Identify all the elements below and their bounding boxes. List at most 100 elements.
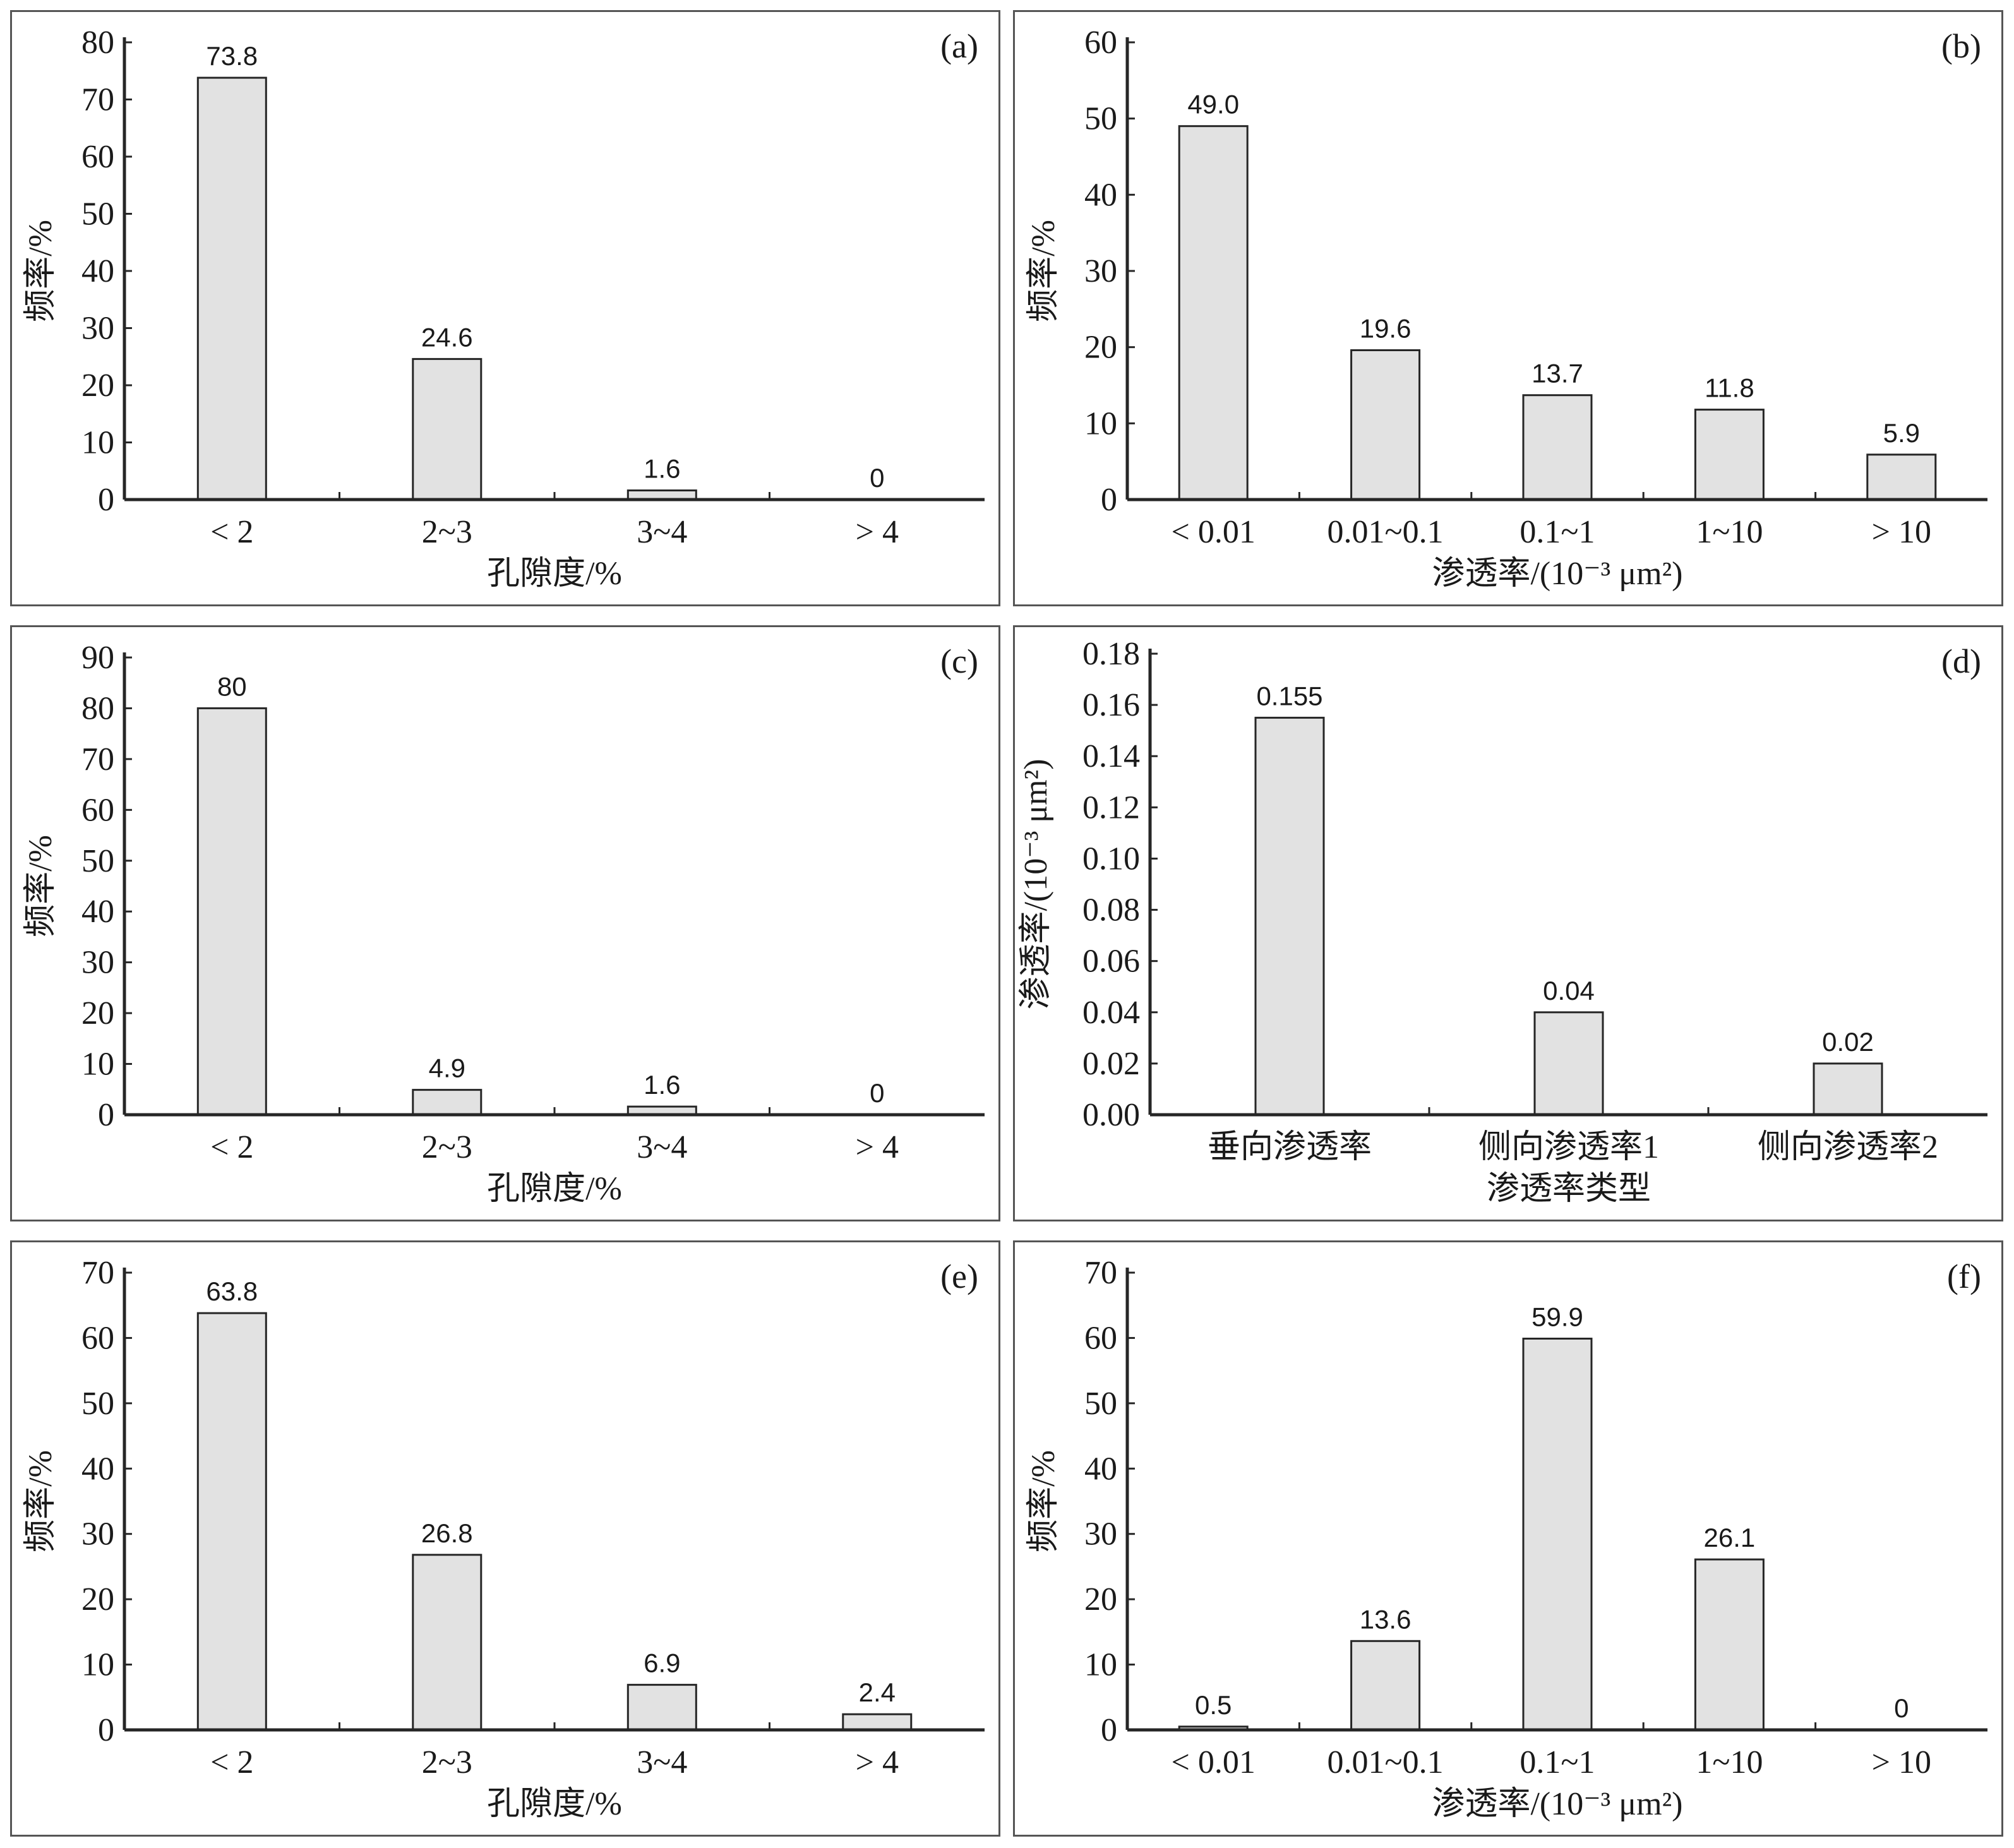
x-tick-label-f-1: 0.01~0.1 xyxy=(1328,1744,1444,1780)
y-tick-label-c-4: 40 xyxy=(81,894,114,930)
bar-c-1 xyxy=(412,1089,483,1116)
x-axis-title-f: 渗透率/(10⁻³ μm²) xyxy=(1432,1786,1682,1822)
y-tick-label-a-5: 50 xyxy=(81,196,114,232)
y-tick-label-a-3: 30 xyxy=(81,311,114,347)
y-tick-label-a-0: 0 xyxy=(98,482,114,518)
data-label-e-2: 6.9 xyxy=(644,1648,680,1678)
x-tick-label-d-1: 侧向渗透率1 xyxy=(1478,1129,1659,1165)
bar-e-2 xyxy=(626,1684,697,1731)
x-tick-label-e-3: > 4 xyxy=(856,1744,899,1780)
y-tick-label-f-4: 40 xyxy=(1084,1451,1117,1487)
x-tick-label-e-0: < 2 xyxy=(210,1744,253,1780)
chart-panel-d: 0.155 垂向渗透率 0.04 侧向渗透率1 0.02 侧向渗透率2 0.00 0.02 0.… xyxy=(1013,625,2003,1221)
data-label-b-4: 5.9 xyxy=(1883,418,1920,448)
y-tick-label-f-6: 60 xyxy=(1084,1320,1117,1356)
panel-label-e: (e) xyxy=(940,1257,978,1295)
bar-d-1 xyxy=(1533,1011,1604,1116)
y-tick-label-e-7: 70 xyxy=(81,1255,114,1291)
y-tick-label-b-1: 10 xyxy=(1084,405,1117,441)
panel-label-b: (b) xyxy=(1941,27,1981,65)
bar-c-0 xyxy=(196,707,267,1116)
x-tick-label-c-1: 2~3 xyxy=(422,1129,472,1165)
y-axis-title-e: 频率/% xyxy=(23,1450,59,1552)
x-tick-label-b-3: 1~10 xyxy=(1696,514,1763,550)
x-axis-title-b: 渗透率/(10⁻³ μm²) xyxy=(1432,556,1682,592)
x-axis-title-e: 孔隙度/% xyxy=(487,1786,622,1822)
x-tick-label-b-0: < 0.01 xyxy=(1172,514,1256,550)
x-tick-label-a-0: < 2 xyxy=(210,514,253,550)
x-tick-label-a-1: 2~3 xyxy=(422,514,472,550)
y-tick-label-a-4: 40 xyxy=(81,253,114,289)
chart-f-svg: 0.5 < 0.01 13.6 0.01~0.1 59.9 0.1~1 26.1 1~10 0 >… xyxy=(1026,1255,1987,1822)
x-tick-label-a-3: > 4 xyxy=(856,514,899,550)
y-tick-label-e-3: 30 xyxy=(81,1516,114,1552)
data-label-e-1: 26.8 xyxy=(421,1518,473,1548)
x-tick-label-c-0: < 2 xyxy=(210,1129,253,1165)
chart-panel-b: 49.0 < 0.01 19.6 0.01~0.1 13.7 0.1~1 11.8 1~10 5… xyxy=(1013,10,2003,606)
y-axis-title-c: 频率/% xyxy=(23,835,59,937)
bar-e-3 xyxy=(842,1713,913,1731)
y-tick-label-c-6: 60 xyxy=(81,792,114,828)
y-tick-label-a-8: 80 xyxy=(81,25,114,61)
data-label-f-4: 0 xyxy=(1894,1693,1909,1723)
y-tick-label-d-6: 0.12 xyxy=(1082,789,1140,825)
y-tick-label-c-8: 80 xyxy=(81,690,114,726)
chart-b-svg: 49.0 < 0.01 19.6 0.01~0.1 13.7 0.1~1 11.8 1~10 5… xyxy=(1026,25,1987,592)
y-axis-title-f: 频率/% xyxy=(1026,1450,1062,1552)
data-label-d-0: 0.155 xyxy=(1256,681,1322,711)
x-tick-label-d-0: 垂向渗透率 xyxy=(1208,1129,1372,1165)
y-tick-label-e-0: 0 xyxy=(98,1712,114,1748)
data-label-a-1: 24.6 xyxy=(421,322,473,352)
y-tick-label-e-5: 50 xyxy=(81,1386,114,1422)
x-axis-title-d: 渗透率类型 xyxy=(1487,1171,1651,1207)
y-tick-label-c-3: 30 xyxy=(81,945,114,981)
data-label-d-2: 0.02 xyxy=(1822,1027,1874,1057)
x-tick-label-f-0: < 0.01 xyxy=(1172,1744,1256,1780)
y-tick-label-b-5: 50 xyxy=(1084,101,1117,137)
bar-a-0 xyxy=(196,76,267,501)
x-tick-label-e-2: 3~4 xyxy=(637,1744,687,1780)
y-tick-label-f-3: 30 xyxy=(1084,1516,1117,1552)
data-label-b-2: 13.7 xyxy=(1531,359,1583,388)
y-axis-title-d: 渗透率/(10⁻³ μm²) xyxy=(1018,759,1054,1009)
y-tick-label-f-2: 20 xyxy=(1084,1581,1117,1617)
y-tick-label-c-5: 50 xyxy=(81,843,114,879)
data-label-c-3: 0 xyxy=(870,1078,884,1108)
x-tick-label-c-2: 3~4 xyxy=(637,1129,687,1165)
x-tick-label-a-2: 3~4 xyxy=(637,514,687,550)
chart-e-svg: 63.8 < 2 26.8 2~3 6.9 3~4 2.4 > 4 0 10 20 30 40 50 60 7… xyxy=(23,1255,985,1822)
bar-b-2 xyxy=(1522,394,1593,501)
bar-f-1 xyxy=(1350,1640,1421,1731)
y-tick-label-f-5: 50 xyxy=(1084,1386,1117,1422)
y-tick-label-b-6: 60 xyxy=(1084,25,1117,61)
data-label-a-0: 73.8 xyxy=(206,41,258,71)
data-label-e-3: 2.4 xyxy=(859,1677,896,1707)
y-tick-label-b-4: 40 xyxy=(1084,177,1117,213)
y-tick-label-a-6: 60 xyxy=(81,139,114,175)
x-tick-label-b-4: > 10 xyxy=(1872,514,1931,550)
y-tick-label-f-7: 70 xyxy=(1084,1255,1117,1291)
x-tick-label-c-3: > 4 xyxy=(856,1129,899,1165)
x-axis-title-c: 孔隙度/% xyxy=(487,1171,622,1207)
data-label-c-0: 80 xyxy=(217,671,247,701)
y-tick-label-d-8: 0.16 xyxy=(1082,687,1140,723)
data-label-d-1: 0.04 xyxy=(1543,976,1595,1005)
chart-panel-c: 80 < 2 4.9 2~3 1.6 3~4 0 > 4 0 10 20 30 40 50 60 70 80 90… xyxy=(10,625,1000,1221)
y-tick-label-d-2: 0.04 xyxy=(1082,995,1140,1031)
y-tick-label-b-0: 0 xyxy=(1101,482,1117,518)
bar-f-2 xyxy=(1522,1338,1593,1731)
y-tick-label-c-7: 70 xyxy=(81,741,114,777)
bar-f-3 xyxy=(1694,1558,1765,1731)
chart-panel-f: 0.5 < 0.01 13.6 0.01~0.1 59.9 0.1~1 26.1 1~10 0 >… xyxy=(1013,1240,2003,1837)
y-tick-label-a-7: 70 xyxy=(81,82,114,118)
bar-b-0 xyxy=(1178,125,1249,501)
x-axis-title-a: 孔隙度/% xyxy=(487,556,622,592)
y-tick-label-e-6: 60 xyxy=(81,1320,114,1356)
y-tick-label-d-3: 0.06 xyxy=(1082,944,1140,980)
y-tick-label-b-2: 20 xyxy=(1084,330,1117,366)
data-label-c-2: 1.6 xyxy=(644,1070,680,1100)
data-label-a-3: 0 xyxy=(870,463,884,493)
y-tick-label-f-0: 0 xyxy=(1101,1712,1117,1748)
y-tick-label-e-2: 20 xyxy=(81,1581,114,1617)
y-tick-label-d-7: 0.14 xyxy=(1082,738,1140,774)
